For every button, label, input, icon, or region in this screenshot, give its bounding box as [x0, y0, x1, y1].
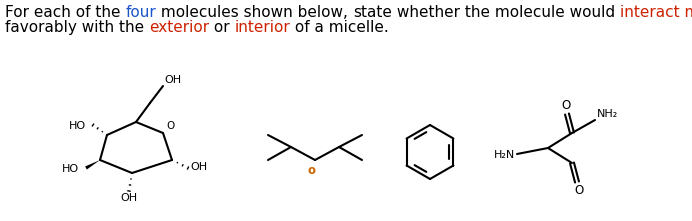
- Text: favorably with the: favorably with the: [5, 20, 149, 35]
- Text: O: O: [574, 184, 583, 197]
- Text: or: or: [209, 20, 235, 35]
- Text: For each of the: For each of the: [5, 5, 125, 20]
- Text: state: state: [353, 5, 392, 20]
- Text: O: O: [561, 99, 571, 112]
- Text: interior: interior: [235, 20, 291, 35]
- Text: OH: OH: [190, 162, 207, 172]
- Text: HO: HO: [69, 121, 86, 131]
- Text: OH: OH: [120, 193, 138, 203]
- Text: NH₂: NH₂: [597, 109, 618, 119]
- Text: interact more: interact more: [620, 5, 692, 20]
- Text: HO: HO: [62, 164, 79, 174]
- Text: OH: OH: [164, 75, 181, 85]
- Text: exterior: exterior: [149, 20, 209, 35]
- Text: O: O: [166, 121, 174, 131]
- Polygon shape: [85, 160, 100, 170]
- Text: molecules shown below,: molecules shown below,: [156, 5, 353, 20]
- Text: H₂N: H₂N: [494, 150, 515, 160]
- Text: o: o: [308, 164, 316, 177]
- Text: of a micelle.: of a micelle.: [291, 20, 389, 35]
- Text: four: four: [125, 5, 156, 20]
- Text: whether the molecule would: whether the molecule would: [392, 5, 620, 20]
